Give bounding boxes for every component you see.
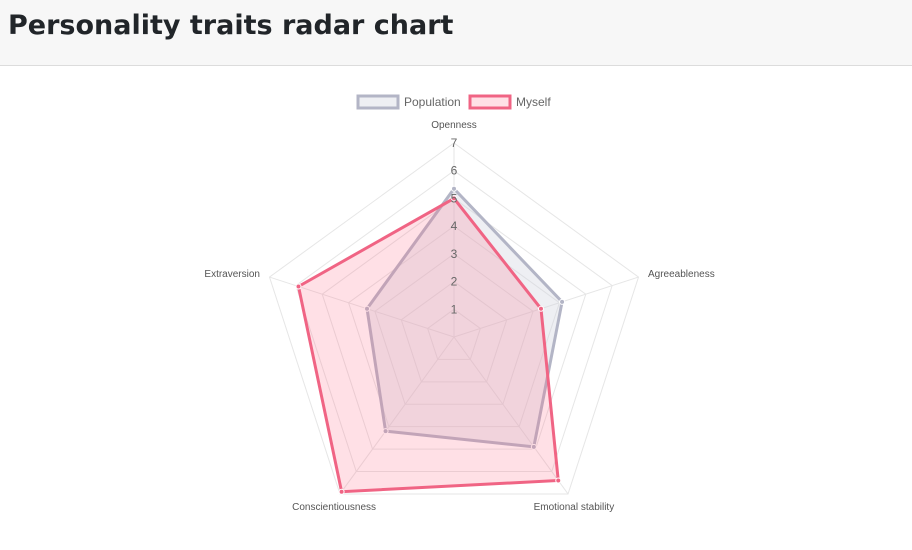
axis-label: Agreeableness: [648, 269, 715, 280]
axis-labels: Openness Agreeableness Emotional stability…: [204, 120, 714, 513]
r-tick-label: 3: [451, 247, 458, 261]
legend-item-population[interactable]: Population: [356, 94, 461, 110]
data-point[interactable]: [530, 443, 537, 450]
data-point[interactable]: [555, 477, 562, 484]
radar-grid: [268, 142, 640, 495]
grid-ring: [374, 253, 534, 405]
grid-ring: [321, 197, 587, 450]
r-tick-label: 2: [451, 275, 458, 289]
grid-ring: [347, 225, 561, 428]
r-tick-label: 5: [451, 191, 458, 205]
r-tick-label: 4: [451, 219, 458, 233]
data-point[interactable]: [364, 305, 371, 312]
data-point[interactable]: [295, 283, 302, 290]
r-tick-label: 1: [451, 302, 458, 316]
data-point[interactable]: [382, 428, 389, 435]
series-layer: [295, 185, 566, 495]
legend-swatch[interactable]: [468, 94, 512, 110]
axis-label: Emotional stability: [534, 502, 615, 513]
axis-label: Conscientiousness: [292, 502, 376, 513]
legend-label[interactable]: Population: [404, 95, 461, 109]
data-point[interactable]: [451, 195, 457, 202]
legend: Population Myself: [356, 94, 551, 110]
series-area: [296, 196, 560, 494]
grid-ring: [427, 308, 481, 360]
r-tick-label: 7: [451, 136, 458, 150]
axis-label: Openness: [431, 120, 477, 131]
series-myself: [295, 195, 562, 495]
chart-container: Openness Agreeableness Emotional stability…: [0, 67, 912, 545]
data-point[interactable]: [451, 185, 457, 192]
angle-line: [453, 276, 639, 338]
angle-line: [453, 336, 569, 495]
data-point[interactable]: [559, 298, 566, 305]
radial-tick-labels: 1 2 3 4 5 6 7: [451, 136, 458, 316]
radar-chart: Openness Agreeableness Emotional stability…: [204, 94, 715, 513]
legend-item-myself[interactable]: Myself: [468, 94, 551, 110]
angle-line: [339, 336, 455, 495]
data-point[interactable]: [537, 305, 544, 312]
axis-label: Extraversion: [204, 269, 260, 280]
legend-swatch[interactable]: [356, 94, 400, 110]
series-population: [364, 185, 566, 450]
series-area: [365, 186, 564, 449]
legend-label[interactable]: Myself: [516, 95, 551, 109]
grid-ring: [400, 280, 508, 383]
page-title: Personality traits radar chart: [8, 10, 454, 41]
grid-ring: [268, 142, 640, 495]
data-point[interactable]: [338, 488, 345, 495]
page-header: Personality traits radar chart: [0, 0, 912, 66]
grid-ring: [295, 170, 613, 473]
r-tick-label: 6: [451, 164, 458, 178]
